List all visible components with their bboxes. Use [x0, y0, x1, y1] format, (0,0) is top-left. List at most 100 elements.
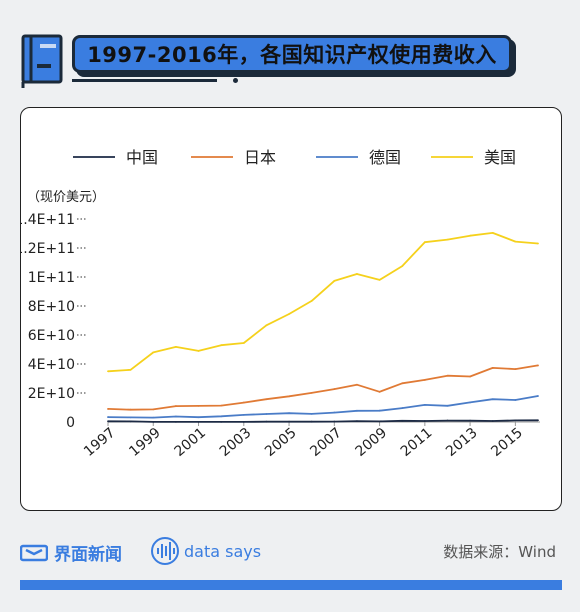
book-icon	[21, 34, 63, 88]
x-tick-label: 1999	[126, 425, 164, 460]
data-point	[423, 379, 426, 381]
title-banner: 1997-2016年，各国知识产权使用费收入	[72, 35, 512, 73]
data-point	[197, 416, 200, 419]
data-point	[356, 383, 358, 386]
data-point	[107, 408, 109, 410]
data-point	[537, 419, 539, 422]
y-tick-label: 1.4E+11	[21, 212, 75, 228]
y-tick-label: 1E+11	[28, 270, 75, 286]
data-point	[378, 279, 381, 281]
data-point	[446, 404, 449, 407]
x-tick-label: 2003	[217, 425, 255, 460]
data-point	[107, 420, 109, 423]
data-point	[288, 412, 290, 415]
bottom-bar	[20, 580, 562, 590]
data-point	[265, 324, 268, 327]
data-point	[333, 280, 336, 282]
data-point	[333, 388, 336, 390]
y-tick-label: 0	[66, 415, 75, 431]
x-tick-label: 2013	[443, 425, 481, 460]
legend-label: 日本	[244, 148, 276, 167]
legend-label: 美国	[484, 148, 516, 167]
data-point	[356, 273, 358, 275]
data-point	[129, 408, 132, 411]
data-point	[220, 404, 223, 407]
data-point	[197, 405, 200, 407]
series-line	[107, 232, 539, 373]
chart-card: （现价美元） 0 2E+10 4E+10 6E+10 8E+10 1E+11 1.2E+11 1…	[20, 107, 562, 511]
data-point	[220, 415, 223, 418]
data-point	[378, 409, 381, 412]
data-point	[288, 313, 290, 315]
y-tick-label: 6E+10	[28, 328, 75, 344]
data-point	[310, 391, 313, 394]
data-source: 数据来源：Wind	[443, 543, 556, 561]
data-point	[514, 240, 517, 243]
series-line	[107, 364, 539, 411]
data-point	[469, 419, 472, 422]
data-point	[491, 367, 494, 369]
data-point	[242, 401, 245, 404]
data-point	[401, 419, 404, 422]
data-point	[333, 411, 336, 414]
data-point	[514, 399, 517, 401]
data-point	[152, 408, 155, 411]
data-point	[288, 420, 290, 423]
data-point	[537, 242, 539, 245]
data-point	[514, 419, 517, 422]
page-title: 1997-2016年，各国知识产权使用费收入	[87, 43, 497, 67]
line-chart: （现价美元） 0 2E+10 4E+10 6E+10 8E+10 1E+11 1.2E+11 1…	[21, 148, 540, 460]
data-point	[401, 407, 404, 409]
data-point	[265, 420, 268, 423]
legend-label: 中国	[126, 148, 158, 167]
data-says-logo-icon	[151, 537, 179, 565]
data-point	[446, 238, 449, 241]
data-point	[537, 364, 539, 367]
data-point	[197, 420, 200, 423]
data-point	[242, 413, 245, 416]
x-tick-label: 2007	[307, 425, 345, 460]
data-point	[401, 382, 404, 385]
data-point	[129, 368, 132, 371]
data-point	[174, 345, 177, 348]
data-point	[197, 350, 200, 352]
data-point	[265, 398, 268, 401]
x-tick-label: 2001	[172, 425, 210, 460]
data-point	[491, 420, 494, 422]
data-point	[107, 416, 109, 418]
brand-data-says: data says	[150, 536, 261, 566]
data-point	[423, 241, 426, 244]
data-point	[537, 395, 539, 397]
x-tick-label: 2015	[488, 425, 526, 460]
data-point	[265, 413, 268, 415]
data-point	[242, 420, 245, 423]
data-point	[446, 419, 449, 422]
data-point	[514, 368, 517, 370]
data-point	[423, 420, 426, 422]
y-tick-label: 4E+10	[28, 357, 75, 373]
data-point	[174, 405, 177, 407]
data-point	[152, 416, 155, 419]
data-point	[310, 420, 313, 423]
data-point	[469, 234, 472, 237]
data-point	[152, 420, 155, 423]
x-tick-label: 2011	[398, 425, 436, 460]
footer: 界面新闻 data says 数据来源：Wind	[20, 534, 562, 568]
data-point	[288, 395, 290, 398]
data-point	[129, 416, 132, 419]
data-point	[469, 375, 472, 378]
x-tick-label: 2005	[262, 425, 300, 460]
data-point	[310, 412, 313, 415]
data-point	[356, 409, 358, 412]
title-underline	[72, 79, 217, 82]
data-point	[152, 351, 155, 354]
x-tick-label: 1997	[81, 425, 119, 460]
series-line	[107, 419, 539, 423]
data-point	[174, 415, 177, 418]
jiemian-logo-icon	[20, 544, 48, 561]
data-point	[491, 398, 494, 401]
data-point	[333, 420, 336, 423]
data-point	[242, 342, 245, 344]
y-unit-label: （现价美元）	[27, 190, 105, 205]
data-point	[469, 401, 472, 404]
